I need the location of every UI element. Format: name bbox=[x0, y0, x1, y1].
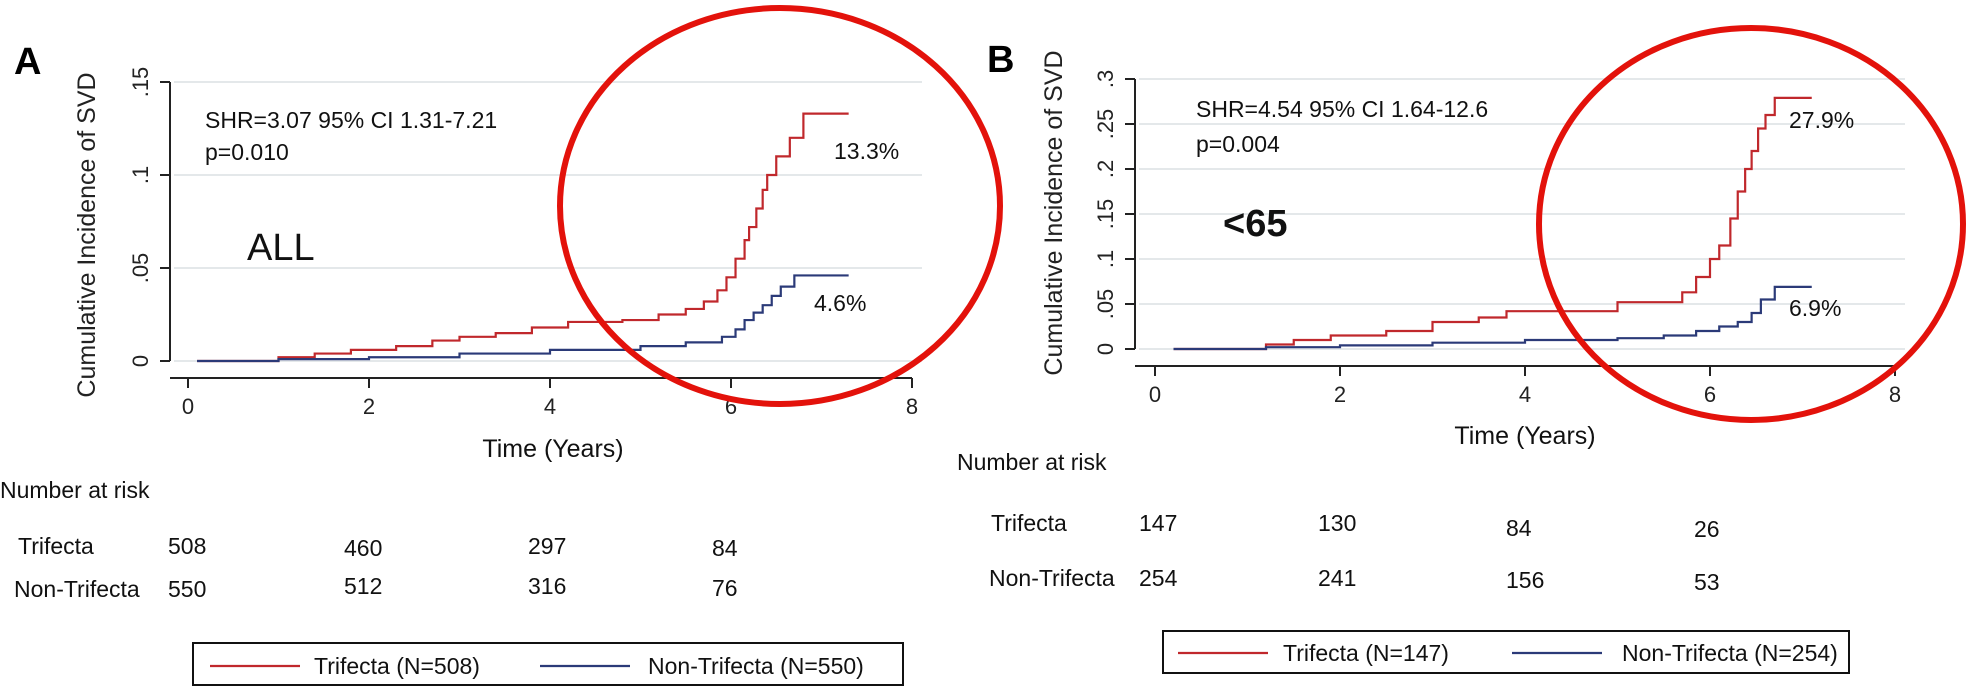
panel-a-risk-value: 76 bbox=[712, 575, 738, 601]
panel-b-risk-value: 130 bbox=[1318, 510, 1356, 536]
panel-b-trifecta-end-label: 27.9% bbox=[1789, 107, 1854, 133]
panel-a-risk-value: 550 bbox=[168, 576, 206, 602]
panel-b-x-tick-label: 4 bbox=[1519, 382, 1531, 407]
panel-a-legend-label-non-trifecta: Non-Trifecta (N=550) bbox=[648, 653, 864, 679]
panel-b-y-tick-label: .05 bbox=[1093, 289, 1118, 320]
panel-b-risk-value: 241 bbox=[1318, 565, 1356, 591]
panel-a-x-tick-label: 0 bbox=[182, 394, 194, 419]
panel-a-series-trifecta-line bbox=[197, 112, 849, 363]
panel-a-risk-label-trifecta: Trifecta bbox=[18, 533, 94, 559]
panel-a-legend-label-trifecta: Trifecta (N=508) bbox=[314, 653, 480, 679]
panel-b-axes: 0 .05 .1 .15 .2 .25 .3 0 2 4 6 8 bbox=[1093, 70, 1901, 407]
panel-b-x-tick-label: 2 bbox=[1334, 382, 1346, 407]
panel-a-group-label: ALL bbox=[247, 227, 315, 269]
panel-b-x-tick-label: 6 bbox=[1704, 382, 1716, 407]
panel-a-axes: 0.05.1.150 2 4 6 8 bbox=[128, 67, 918, 419]
panel-b-risk-value: 156 bbox=[1506, 567, 1544, 593]
panel-a-risk-title: Number at risk bbox=[0, 477, 150, 503]
panel-b-series-non-trifecta-line bbox=[1173, 285, 1812, 351]
panel-b-non-trifecta-end-label: 6.9% bbox=[1789, 295, 1841, 321]
panel-b-risk-value: 53 bbox=[1694, 569, 1720, 595]
panel-a-legend: Trifecta (N=508) Non-Trifecta (N=550) bbox=[192, 642, 904, 686]
panel-a-non-trifecta-end-label: 4.6% bbox=[814, 290, 866, 316]
panel-a-highlight-circle bbox=[557, 5, 1003, 407]
panel-b: B Cumulative Incidence of SVD 0 .05 .1 .15.… bbox=[957, 25, 1966, 674]
panel-a-series bbox=[197, 112, 849, 363]
panel-b-x-tick-label: 0 bbox=[1149, 382, 1161, 407]
panel-b-y-axis-label: Cumulative Incidence of SVD bbox=[1040, 50, 1068, 375]
panel-b-y-tick-label: 0 bbox=[1093, 343, 1118, 355]
panel-a-y-tick-label: 0 bbox=[128, 355, 153, 367]
panel-b-series-trifecta-line bbox=[1173, 96, 1812, 351]
panel-a-risk-value: 84 bbox=[712, 535, 738, 561]
panel-a-risk-value: 460 bbox=[344, 535, 382, 561]
panel-b-risk-value: 254 bbox=[1139, 565, 1178, 591]
panel-a-series-non-trifecta-line bbox=[197, 274, 849, 363]
panel-b-risk-label-non-trifecta: Non-Trifecta bbox=[989, 565, 1115, 591]
panel-b-legend: Trifecta (N=147) Non-Trifecta (N=254) bbox=[1162, 630, 1850, 674]
panel-a-letter: A bbox=[14, 41, 41, 83]
panel-b-highlight-circle bbox=[1536, 25, 1966, 423]
panel-a-p-value: p=0.010 bbox=[205, 139, 289, 165]
panel-b-risk-value: 84 bbox=[1506, 515, 1532, 541]
panel-a-risk-label-non-trifecta: Non-Trifecta bbox=[14, 576, 140, 602]
panel-a-y-axis-label: Cumulative Incidence of SVD bbox=[73, 72, 101, 397]
panel-a-trifecta-end-label: 13.3% bbox=[834, 138, 899, 164]
panel-a-risk-value: 508 bbox=[168, 533, 206, 559]
panel-b-p-value: p=0.004 bbox=[1196, 131, 1280, 157]
panel-b-group-label: <65 bbox=[1223, 203, 1287, 245]
panel-a-x-tick-label: 4 bbox=[544, 394, 556, 419]
panel-b-risk-value: 26 bbox=[1694, 516, 1720, 542]
panel-a-legend-box bbox=[192, 642, 904, 686]
panel-b-risk-title: Number at risk bbox=[957, 449, 1107, 475]
panel-b-y-tick-label: .3 bbox=[1093, 70, 1118, 88]
panel-a-x-tick-label: 8 bbox=[906, 394, 918, 419]
panel-a-x-axis-label: Time (Years) bbox=[482, 435, 623, 463]
panel-b-x-axis-label: Time (Years) bbox=[1454, 422, 1595, 450]
panel-b-risk-label-trifecta: Trifecta bbox=[991, 510, 1067, 536]
panel-b-letter: B bbox=[987, 39, 1014, 81]
panel-a-risk-value: 297 bbox=[528, 533, 566, 559]
panel-a-y-tick-label: .15 bbox=[128, 67, 153, 98]
panel-b-y-tick-label: .1 bbox=[1093, 250, 1118, 268]
panel-a-x-tick-label: 2 bbox=[363, 394, 375, 419]
panel-b-x-tick-label: 8 bbox=[1889, 382, 1901, 407]
panel-b-legend-label-non-trifecta: Non-Trifecta (N=254) bbox=[1622, 640, 1838, 666]
panel-b-y-tick-label: .15 bbox=[1093, 199, 1118, 230]
panel-b-y-tick-label: .25 bbox=[1093, 109, 1118, 140]
panel-b-legend-label-trifecta: Trifecta (N=147) bbox=[1283, 640, 1449, 666]
panel-b-shr-annotation: SHR=4.54 95% CI 1.64-12.6 bbox=[1196, 96, 1488, 122]
panel-a-gridlines bbox=[174, 81, 922, 362]
panel-b-gridlines bbox=[1139, 78, 1905, 350]
panel-b-legend-box bbox=[1162, 630, 1850, 674]
panel-a-y-tick-label: .05 bbox=[128, 253, 153, 284]
panel-a-risk-value: 512 bbox=[344, 573, 382, 599]
panel-a-risk-value: 316 bbox=[528, 573, 566, 599]
panel-a-y-tick-label: .1 bbox=[128, 166, 153, 184]
panel-a: A Cumulative Incidence of SVD 0 .05 .1 .15 0… bbox=[0, 5, 1003, 686]
panel-a-shr-annotation: SHR=3.07 95% CI 1.31-7.21 bbox=[205, 107, 497, 133]
panel-b-series bbox=[1173, 96, 1812, 351]
panel-b-risk-value: 147 bbox=[1139, 510, 1177, 536]
panel-b-y-tick-label: .2 bbox=[1093, 160, 1118, 178]
